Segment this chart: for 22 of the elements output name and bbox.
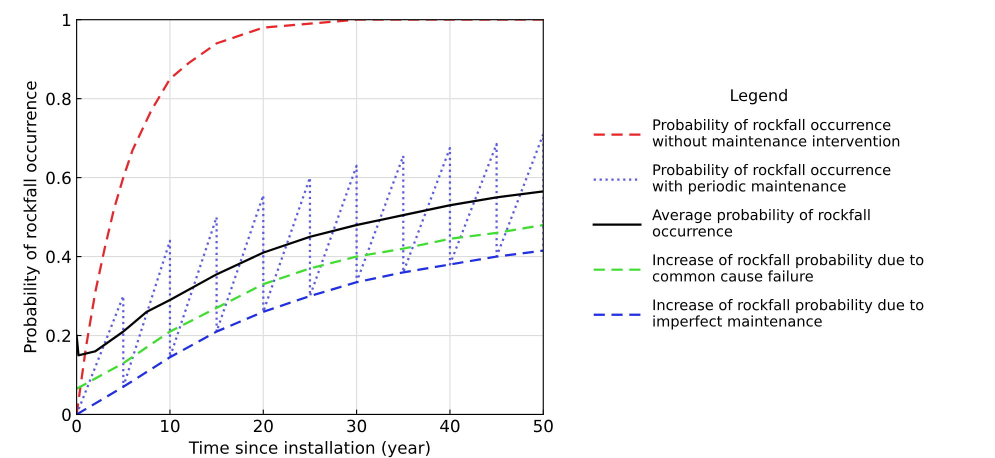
y-tick-label: 0.4 [46,250,71,264]
y-tick-label: 0 [62,408,71,422]
x-axis-title: Time since installation (year) [188,441,430,458]
legend-label: Average probability of rockfall occurrence [652,208,870,237]
x-tick-label: 40 [440,420,460,432]
x-tick-label: 20 [254,420,273,432]
y-tick-label: 0.8 [46,92,71,106]
y-tick-label: 1 [62,14,70,26]
x-tick-label: 30 [347,420,366,432]
x-tick-label: 0 [72,420,81,432]
y-tick-label: 0.2 [46,329,70,342]
x-tick-label: 50 [534,420,553,432]
legend-label: Increase of rockfall probability due to imperfect maintenance [653,299,924,330]
legend-title: Legend [731,88,787,104]
legend-label: Probability of rockfall occurrence with periodic maintenance [652,164,890,194]
legend-label: Probability of rockfall occurrence without maintenance intervention [652,118,900,147]
line-series [76,224,544,390]
x-tick-label: 10 [161,420,180,432]
y-tick-label: 0.6 [46,172,71,184]
y-axis-title: Probability of rockfall occurrence [24,81,40,352]
line-series [76,20,544,414]
legend-label: Increase of rockfall probability due to common cause failure [652,254,924,282]
